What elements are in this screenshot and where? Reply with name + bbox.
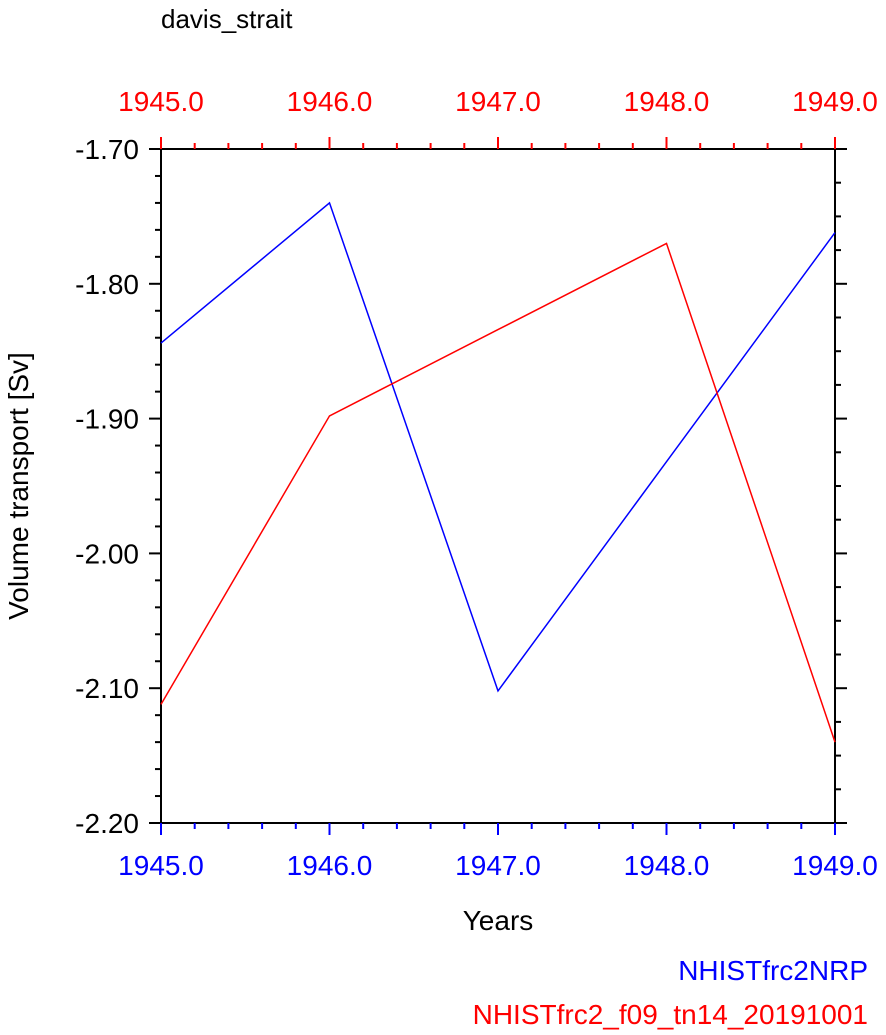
series-line-nhistfrc2nrp [160, 201, 836, 693]
y-tick-label: -1.90 [75, 404, 139, 435]
x-tick-label-top: 1946.0 [287, 86, 373, 117]
y-tick-label: -2.20 [75, 808, 139, 839]
legend-entry-nhistfrc2-f09: NHISTfrc2_f09_tn14_20191001 [473, 999, 868, 1030]
x-tick-label-bottom: 1947.0 [455, 850, 541, 881]
plot-area [149, 137, 847, 835]
x-axis-label: Years [463, 905, 534, 936]
x-tick-label-bottom: 1948.0 [624, 850, 710, 881]
x-tick-label-bottom: 1945.0 [118, 850, 204, 881]
chart-title: davis_strait [161, 4, 293, 34]
top-axis-ticks [160, 137, 836, 149]
x-tick-label-top: 1949.0 [792, 86, 878, 117]
legend-entry-nhistfrc2nrp: NHISTfrc2NRP [678, 955, 868, 986]
x-tick-label-top: 1947.0 [455, 86, 541, 117]
x-tick-label-bottom: 1946.0 [287, 850, 373, 881]
x-tick-label-top: 1945.0 [118, 86, 204, 117]
left-axis-ticks [149, 148, 161, 824]
x-tick-label-top: 1948.0 [624, 86, 710, 117]
y-tick-label: -1.70 [75, 134, 139, 165]
series-line-nhistfrc2-f09 [160, 242, 836, 743]
y-tick-label: -1.80 [75, 269, 139, 300]
plot-frame [160, 148, 836, 824]
y-axis-label: Volume transport [Sv] [3, 352, 34, 620]
right-axis-ticks [835, 148, 847, 824]
bottom-axis-ticks [160, 823, 836, 835]
tick-labels: -1.70 -1.80 -1.90 -2.00 -2.10 -2.20 1945.0 1945… [75, 86, 878, 881]
x-tick-label-bottom: 1949.0 [792, 850, 878, 881]
y-tick-label: -2.10 [75, 673, 139, 704]
series-layer [160, 201, 836, 743]
y-tick-label: -2.00 [75, 538, 139, 569]
